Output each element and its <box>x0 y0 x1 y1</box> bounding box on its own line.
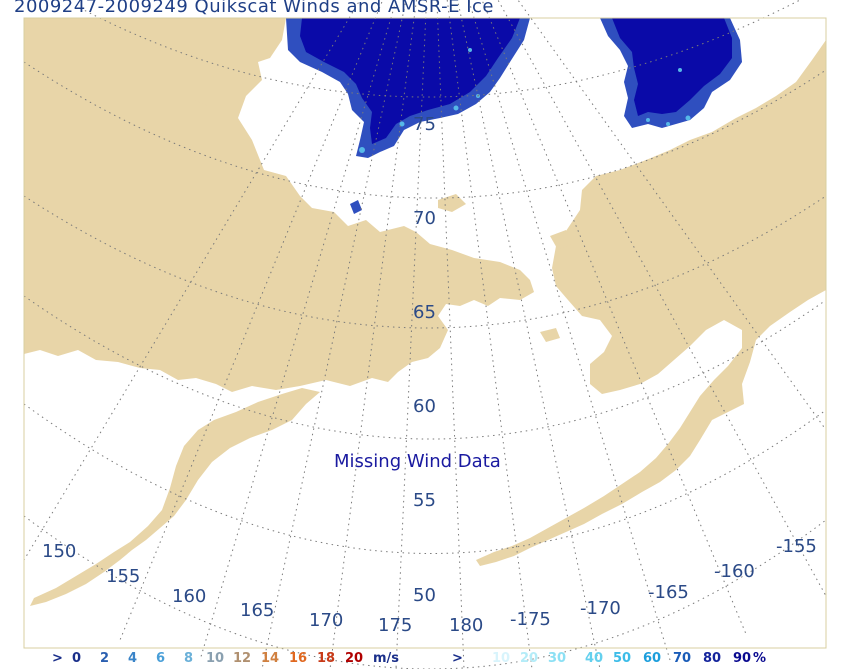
lon-label-155: 155 <box>106 566 141 587</box>
landmass-peninsula <box>30 388 320 606</box>
map-frame <box>23 17 827 649</box>
wind-legend-value: 0 <box>72 651 82 666</box>
island-5 <box>550 230 572 250</box>
lon-label-165: 165 <box>240 600 275 621</box>
ice-legend-value: 0 <box>472 651 482 666</box>
ice-legend-value: 20 <box>520 651 539 666</box>
landmass-asia <box>476 18 826 566</box>
wind-legend-value: 10 <box>206 651 225 666</box>
graticule <box>23 0 827 669</box>
lon-line-195 <box>468 0 671 661</box>
lat-label-55: 55 <box>413 490 436 511</box>
lon-label-170: 170 <box>309 610 344 631</box>
wind-legend-prefix: > <box>52 651 63 666</box>
ice-legend-value: 60 <box>643 651 662 666</box>
lat-label-65: 65 <box>413 302 436 323</box>
lon-label-m165: -165 <box>648 582 689 603</box>
wind-legend-value: 20 <box>345 651 364 666</box>
wind-legend-value: 16 <box>289 651 308 666</box>
ice-region-right-core <box>612 18 732 116</box>
lon-line-200 <box>481 0 747 635</box>
lon-label-m170: -170 <box>580 598 621 619</box>
lat-line-75 <box>79 0 801 98</box>
ice-fragment <box>350 200 362 214</box>
color-legend: > 0 2 4 6 8 10 12 14 16 18 20 m/s > 0 10… <box>0 650 850 669</box>
lon-line-185 <box>446 0 533 669</box>
wind-legend-unit: m/s <box>373 651 400 666</box>
map-title: 2009247-2009249 Quikscat Winds and AMSR-… <box>14 0 494 17</box>
ice-legend-value: 50 <box>613 651 632 666</box>
lat-line-60 <box>23 295 827 440</box>
ice-legend-value: 80 <box>703 651 722 666</box>
lon-label-160: 160 <box>172 586 207 607</box>
landmass-north-america <box>24 18 534 392</box>
lon-line-190 <box>457 0 601 669</box>
ice-edge-marks <box>359 48 691 153</box>
lon-label-m155: -155 <box>776 536 817 557</box>
lat-label-70: 70 <box>413 208 436 229</box>
lat-label-50: 50 <box>413 585 436 606</box>
lon-label-175: 175 <box>378 615 413 636</box>
wind-legend-value: 6 <box>156 651 166 666</box>
lat-label-60: 60 <box>413 396 436 417</box>
lon-label-180: 180 <box>449 615 484 636</box>
land-masses <box>24 18 826 606</box>
ice-legend-value: 70 <box>673 651 692 666</box>
island-6 <box>540 328 560 342</box>
lon-label-150: 150 <box>42 541 77 562</box>
lon-line-170 <box>329 0 417 669</box>
ice-legend-suffix: % <box>753 651 767 666</box>
island-1 <box>438 194 466 212</box>
ice-legend-prefix: > <box>452 651 463 666</box>
wind-legend-value: 12 <box>233 651 252 666</box>
ice-legend-value: 10 <box>492 651 511 666</box>
wind-legend-value: 14 <box>261 651 280 666</box>
lon-label-m160: -160 <box>714 561 755 582</box>
ice-region-center-core <box>300 18 520 144</box>
island-3 <box>194 82 222 106</box>
island-2 <box>224 56 254 82</box>
ice-legend-value: 90 <box>733 651 752 666</box>
lon-line-150 <box>23 0 361 561</box>
missing-data-notice: Missing Wind Data <box>334 451 501 472</box>
wind-legend-value: 2 <box>100 651 110 666</box>
lon-label-m175: -175 <box>510 609 551 630</box>
lat-line-55 <box>23 403 827 554</box>
ice-legend-value: 40 <box>585 651 604 666</box>
ice-legend-value: 30 <box>548 651 567 666</box>
wind-legend-value: 4 <box>128 651 138 666</box>
wind-legend-value: 8 <box>184 651 194 666</box>
wind-legend-value: 18 <box>317 651 336 666</box>
lat-label-75: 75 <box>413 114 436 135</box>
